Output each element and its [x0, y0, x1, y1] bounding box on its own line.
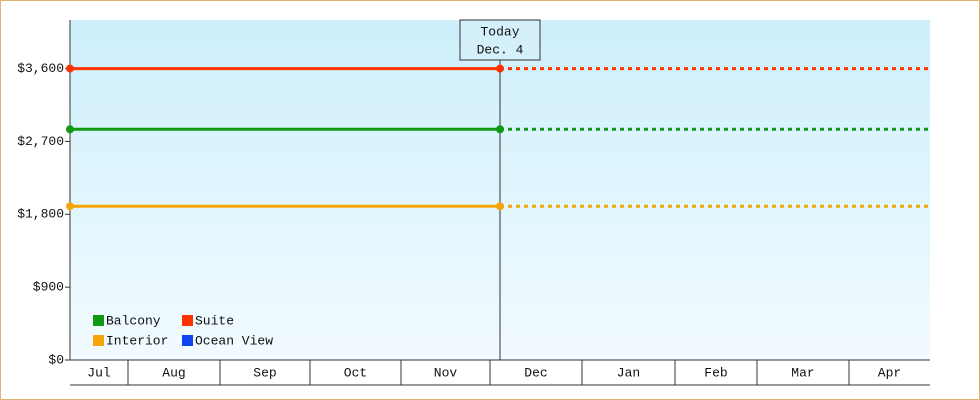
point: [66, 202, 74, 211]
legend-label: Interior: [106, 333, 168, 348]
today-box: [459, 19, 541, 61]
legend-swatch: [182, 335, 193, 346]
x-tick-label: Jan: [617, 365, 640, 380]
legend-swatch: [93, 315, 104, 326]
x-tick-label: Dec: [524, 365, 547, 380]
legend-swatch: [182, 315, 193, 326]
x-tick-label: Nov: [434, 365, 458, 380]
legend-label: Balcony: [106, 313, 161, 328]
legend-label: Suite: [195, 313, 234, 328]
x-tick-label: Jul: [87, 365, 111, 380]
x-tick-label: Apr: [878, 365, 901, 380]
y-tick-label: $0: [48, 352, 64, 367]
x-tick-label: Sep: [253, 365, 276, 380]
point: [496, 125, 504, 134]
legend-label: Ocean View: [195, 333, 273, 348]
today-date: Dec. 4: [477, 42, 524, 57]
x-tick-label: Aug: [162, 365, 185, 380]
legend-swatch: [93, 335, 104, 346]
y-tick-label: $900: [33, 280, 64, 295]
y-tick-label: $3,600: [17, 61, 64, 76]
point: [66, 125, 74, 134]
point: [496, 64, 504, 73]
today-label: Today: [480, 24, 519, 39]
x-tick-label: Oct: [344, 365, 367, 380]
y-tick-label: $2,700: [17, 134, 64, 149]
x-tick-label: Feb: [704, 365, 727, 380]
point: [496, 202, 504, 211]
y-tick-label: $1,800: [17, 207, 64, 222]
point: [66, 64, 74, 73]
x-tick-label: Mar: [791, 365, 814, 380]
